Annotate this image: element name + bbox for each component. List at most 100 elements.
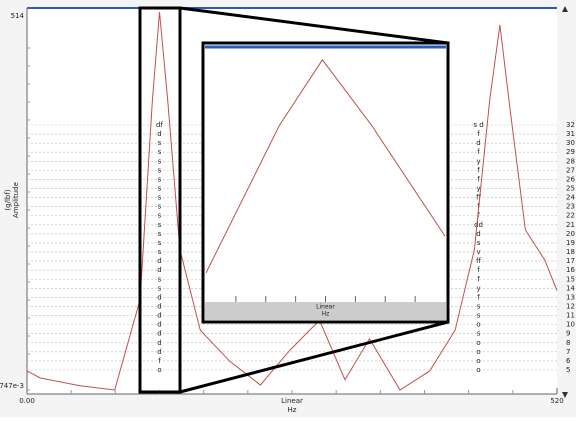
- row-marker: f: [477, 266, 480, 274]
- row-marker: s: [158, 157, 162, 165]
- series-line: [206, 58, 445, 274]
- row-marker: s: [158, 239, 162, 247]
- row-marker: df: [156, 121, 163, 129]
- row-label: 29: [566, 148, 575, 156]
- y-axis-label: (g/lbf): [4, 189, 12, 210]
- row-marker: ff: [476, 257, 481, 265]
- row-marker: o: [476, 366, 480, 374]
- row-marker: s: [158, 194, 162, 202]
- row-label: 15: [566, 275, 575, 283]
- row-label: 11: [566, 312, 575, 320]
- row-marker: d: [157, 130, 161, 138]
- row-marker: s: [158, 230, 162, 238]
- row-marker: s: [158, 185, 162, 193]
- series-line: [26, 11, 558, 391]
- x-axis-label: Linear: [281, 397, 303, 405]
- scroll-up[interactable]: [562, 6, 568, 12]
- row-marker: f: [477, 293, 480, 301]
- row-marker: y: [476, 185, 480, 193]
- row-label: 25: [566, 185, 575, 193]
- row-label: 12: [566, 302, 575, 310]
- row-marker: f: [158, 357, 161, 365]
- row-marker: v: [476, 248, 480, 256]
- scroll-down[interactable]: [562, 392, 568, 398]
- row-marker: d: [157, 293, 161, 301]
- row-label: 30: [566, 139, 575, 147]
- y-tick-label: 747e-3: [0, 382, 24, 390]
- row-marker: s: [477, 312, 481, 320]
- row-label: 20: [566, 230, 575, 238]
- row-marker: s: [158, 248, 162, 256]
- row-marker: f: [477, 212, 480, 220]
- row-label: 32: [566, 121, 575, 129]
- row-label: 31: [566, 130, 575, 138]
- y-axis-label: Amplitude: [12, 182, 20, 218]
- row-label: 26: [566, 175, 575, 183]
- row-label: 6: [566, 357, 571, 365]
- row-marker: s: [477, 239, 481, 247]
- row-label: 27: [566, 166, 575, 174]
- inset-frame: [201, 41, 450, 324]
- row-marker: o: [476, 339, 480, 347]
- row-marker: f: [477, 275, 480, 283]
- row-label: 21: [566, 221, 575, 229]
- row-marker: y: [476, 157, 480, 165]
- inset-x-label: Hz: [322, 311, 330, 318]
- row-marker: f: [477, 148, 480, 156]
- row-marker: dd: [474, 221, 483, 229]
- row-label: 9: [566, 330, 570, 338]
- row-marker: o: [476, 348, 480, 356]
- row-label: 22: [566, 212, 575, 220]
- row-label: 16: [566, 266, 575, 274]
- row-marker: d: [157, 257, 161, 265]
- row-label: 17: [566, 257, 575, 265]
- inset-x-label: Linear: [316, 304, 335, 311]
- row-label: 7: [566, 348, 570, 356]
- row-label: 13: [566, 293, 575, 301]
- row-marker: s: [158, 284, 162, 292]
- row-marker: s: [158, 139, 162, 147]
- row-marker: ff: [476, 194, 481, 202]
- row-marker: o: [476, 321, 480, 329]
- row-marker: s: [477, 330, 481, 338]
- row-label: 14: [566, 284, 575, 292]
- row-label: 23: [566, 203, 575, 211]
- row-label: 10: [566, 321, 575, 329]
- x-axis-label: Hz: [288, 406, 297, 414]
- row-marker: d: [476, 230, 480, 238]
- row-marker: o: [476, 357, 480, 365]
- zoom-line: [179, 320, 449, 394]
- row-marker: d: [157, 339, 161, 347]
- row-marker: f: [477, 130, 480, 138]
- row-marker: s d: [473, 121, 483, 129]
- row-label: 19: [566, 239, 575, 247]
- row-marker: s: [158, 221, 162, 229]
- inset-axis-bar: [205, 302, 446, 320]
- row-marker: d: [157, 266, 161, 274]
- row-marker: s: [158, 275, 162, 283]
- row-marker: s: [158, 203, 162, 211]
- y-tick-label: 514: [11, 12, 25, 20]
- row-marker: o: [157, 366, 161, 374]
- row-marker: s: [158, 166, 162, 174]
- zoom-overlay: [138, 6, 450, 394]
- row-marker: s: [158, 175, 162, 183]
- row-marker: d: [157, 302, 161, 310]
- x-tick-label: 0.00: [19, 397, 35, 405]
- row-marker: d: [157, 321, 161, 329]
- zoom-line: [179, 6, 449, 45]
- zoom-region: [138, 6, 182, 394]
- row-label: 18: [566, 248, 575, 256]
- row-label: 8: [566, 339, 570, 347]
- row-marker: d: [157, 330, 161, 338]
- row-marker: s: [477, 302, 481, 310]
- row-marker: d: [157, 348, 161, 356]
- row-marker: y: [476, 284, 480, 292]
- row-label: 28: [566, 157, 575, 165]
- inset-lines: [206, 58, 445, 274]
- row-marker: s: [158, 212, 162, 220]
- row-label: 5: [566, 366, 570, 374]
